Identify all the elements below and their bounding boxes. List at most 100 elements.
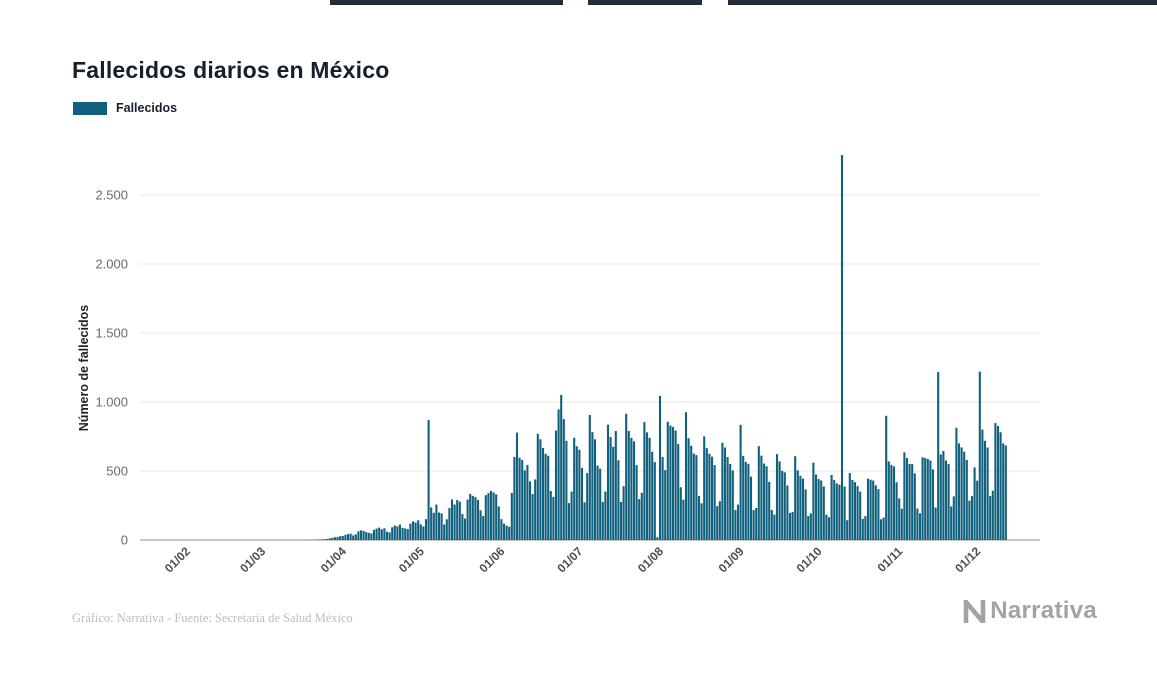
bar[interactable] (560, 394, 563, 540)
bar[interactable] (575, 446, 578, 540)
bar[interactable] (721, 442, 724, 540)
bar[interactable] (908, 463, 911, 540)
bar[interactable] (482, 515, 485, 540)
bar[interactable] (492, 492, 495, 540)
bar[interactable] (320, 539, 324, 540)
bar[interactable] (487, 493, 490, 540)
bar[interactable] (734, 510, 737, 540)
bar[interactable] (679, 487, 682, 540)
bar[interactable] (518, 457, 521, 540)
bar[interactable] (991, 490, 994, 540)
bar[interactable] (534, 479, 537, 540)
bar[interactable] (924, 458, 927, 540)
bar[interactable] (528, 481, 532, 540)
bar[interactable] (391, 527, 394, 540)
bar[interactable] (983, 440, 987, 540)
bar[interactable] (591, 432, 594, 540)
bar[interactable] (931, 469, 935, 540)
bar[interactable] (318, 539, 321, 540)
bar[interactable] (409, 523, 412, 540)
bar[interactable] (502, 523, 506, 540)
bar[interactable] (643, 422, 646, 540)
bar[interactable] (411, 521, 415, 540)
bar[interactable] (523, 470, 526, 540)
bar[interactable] (970, 496, 974, 540)
bar[interactable] (328, 538, 331, 540)
bar[interactable] (703, 436, 706, 540)
bar[interactable] (846, 520, 849, 540)
bar[interactable] (684, 412, 688, 540)
bar[interactable] (851, 479, 854, 540)
bar[interactable] (682, 499, 685, 540)
bar[interactable] (853, 482, 857, 540)
bar[interactable] (604, 491, 607, 540)
bar[interactable] (674, 430, 677, 540)
bar[interactable] (370, 533, 373, 540)
bar[interactable] (768, 481, 771, 540)
bar[interactable] (466, 499, 469, 540)
bar[interactable] (965, 459, 968, 540)
bar[interactable] (645, 432, 649, 540)
bar[interactable] (942, 450, 945, 540)
bar[interactable] (531, 494, 534, 540)
bar[interactable] (879, 519, 883, 540)
bar[interactable] (632, 441, 636, 540)
bar[interactable] (937, 371, 940, 540)
bar[interactable] (900, 508, 903, 540)
bar[interactable] (508, 526, 511, 540)
bar[interactable] (929, 460, 932, 540)
bar[interactable] (812, 462, 815, 540)
bar[interactable] (471, 495, 474, 540)
bar[interactable] (848, 473, 851, 540)
bar[interactable] (593, 439, 597, 540)
bar[interactable] (396, 526, 399, 540)
bar[interactable] (926, 458, 929, 540)
bar[interactable] (716, 506, 719, 540)
bar[interactable] (414, 522, 417, 540)
bar[interactable] (658, 395, 662, 540)
bar[interactable] (398, 524, 402, 540)
bar[interactable] (960, 447, 963, 540)
bar[interactable] (822, 486, 825, 540)
bar[interactable] (981, 429, 984, 540)
bar[interactable] (671, 426, 675, 540)
bar[interactable] (895, 482, 898, 540)
bar[interactable] (469, 493, 472, 540)
bar[interactable] (461, 514, 464, 540)
bar[interactable] (885, 415, 888, 540)
bar[interactable] (432, 512, 435, 540)
bar[interactable] (791, 511, 794, 540)
bar[interactable] (635, 465, 638, 540)
bar[interactable] (838, 484, 841, 540)
bar[interactable] (625, 413, 628, 540)
bar[interactable] (718, 501, 721, 540)
bar[interactable] (747, 463, 750, 540)
bar[interactable] (973, 467, 976, 540)
bar[interactable] (622, 486, 625, 540)
bar[interactable] (695, 455, 698, 540)
bar[interactable] (588, 414, 591, 540)
bar[interactable] (383, 528, 386, 540)
bar[interactable] (692, 453, 695, 540)
bar[interactable] (440, 513, 443, 540)
bar[interactable] (994, 423, 997, 540)
bar[interactable] (554, 430, 558, 540)
bar[interactable] (1004, 445, 1007, 540)
bar[interactable] (557, 409, 560, 540)
bar[interactable] (544, 453, 547, 540)
bar[interactable] (495, 494, 498, 540)
bar[interactable] (450, 499, 454, 540)
bar[interactable] (1002, 443, 1005, 540)
bar[interactable] (843, 486, 846, 540)
bar[interactable] (661, 456, 664, 540)
bar[interactable] (887, 461, 890, 540)
bar[interactable] (890, 464, 893, 540)
bar[interactable] (996, 426, 1000, 540)
bar[interactable] (864, 516, 867, 540)
bar[interactable] (749, 476, 753, 540)
bar[interactable] (697, 495, 701, 540)
bar[interactable] (752, 510, 755, 540)
bar[interactable] (736, 504, 740, 540)
bar[interactable] (388, 532, 391, 540)
bar[interactable] (690, 445, 693, 540)
